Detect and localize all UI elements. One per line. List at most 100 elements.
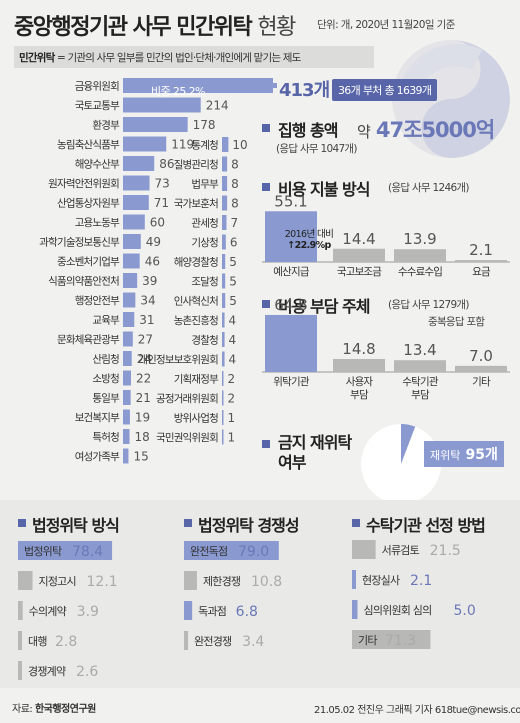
agency-label: 질병관리청 xyxy=(174,159,218,171)
hbar-label: 대행 xyxy=(28,635,47,648)
agency-value: 46 xyxy=(145,255,160,269)
agency-bar xyxy=(123,175,150,191)
top-bar-extension xyxy=(273,83,277,88)
hbar xyxy=(184,541,279,560)
agency-value: 4 xyxy=(229,353,237,367)
hbar xyxy=(352,540,376,559)
hbar xyxy=(352,630,431,649)
agency-label: 교육부 xyxy=(92,315,120,327)
hbar-label: 완전독점 xyxy=(190,545,227,558)
definition-box: 민간위탁 = 기관의 사무 일부를 민간의 법인·단체·개인에게 맡기는 제도 xyxy=(14,46,374,68)
hbar-value: 6.8 xyxy=(236,604,258,620)
competition-heading: 법정위탁 경쟁성 xyxy=(198,516,300,535)
resubcontract-label: 재위탁 xyxy=(430,449,461,462)
hbar-value: 3.4 xyxy=(242,634,264,650)
vbar-value: 55.1 xyxy=(274,192,307,210)
vbar-value: 14.4 xyxy=(342,230,375,248)
expenditure-heading: 비용 지불 방식 xyxy=(278,180,370,199)
agency-value: 15 xyxy=(133,450,148,464)
agency-bar xyxy=(222,429,224,445)
agency-value: 60 xyxy=(150,216,165,230)
agency-value: 21 xyxy=(136,391,151,405)
execution-note: (응답 사무 1047개) xyxy=(276,143,357,155)
execution-amount-prefix: 약 xyxy=(357,123,371,141)
agency-label: 개인정보보호위원회 xyxy=(138,353,218,366)
vbar-value: 13.9 xyxy=(403,230,436,248)
hbar-value: 21.5 xyxy=(430,543,461,559)
legal-method-heading: 법정위탁 방식 xyxy=(32,516,120,535)
agency-bar xyxy=(123,156,155,171)
resubcontract-heading-line2: 여부 xyxy=(278,453,306,472)
agency-bar xyxy=(222,351,225,367)
burden-note2: 중복응답 포함 xyxy=(428,316,485,328)
execution-heading: 집행 총액 xyxy=(278,121,338,140)
resubcontract-heading-line1: 금지 재위탁 xyxy=(278,433,352,452)
source-note: 자료: 한국행정연구원 xyxy=(12,700,96,715)
agency-label: 문화체육관광부 xyxy=(57,334,120,346)
execution-amount-value: 47조5000억 xyxy=(375,118,495,142)
agency-bar xyxy=(222,332,225,347)
agency-value: 18 xyxy=(135,430,150,444)
vbar-label: 국고보조금 xyxy=(337,266,382,278)
hbar xyxy=(184,601,193,620)
government-emblem-icon xyxy=(392,40,510,158)
vbar-value: 7.0 xyxy=(469,347,493,365)
agency-value: 2 xyxy=(228,392,236,406)
hbar-value: 2.1 xyxy=(410,573,432,589)
vbar-value: 2.1 xyxy=(469,241,493,259)
hbar-label: 완전경쟁 xyxy=(194,635,231,648)
agency-label: 특허청 xyxy=(92,432,119,444)
share-label: 비중 25.2% xyxy=(151,85,205,98)
agency-value: 4 xyxy=(229,314,237,328)
hbar xyxy=(352,570,356,589)
agency-label: 법무부 xyxy=(191,179,219,191)
hbar-value: 3.9 xyxy=(77,604,99,620)
agency-bar xyxy=(123,370,131,386)
agency-bar xyxy=(123,97,201,113)
agency-value: 6 xyxy=(230,236,238,250)
agency-label: 금융위원회 xyxy=(75,80,119,93)
vbar-label: 수수료수입 xyxy=(398,265,442,278)
section-marker xyxy=(262,124,270,132)
selection-heading: 수탁기관 선정 방법 xyxy=(366,516,486,535)
agency-bar xyxy=(123,409,130,425)
hbar-label: 법정위탁 xyxy=(24,545,62,558)
agency-label: 관세청 xyxy=(191,218,218,230)
hbar-value: 71.3 xyxy=(385,633,416,649)
agency-value: 73 xyxy=(155,177,170,191)
vbar xyxy=(394,360,446,372)
agency-label: 식품의약품안전처 xyxy=(48,276,119,288)
agency-bar xyxy=(123,117,188,132)
hbar-value: 78.4 xyxy=(72,544,103,560)
agency-bar xyxy=(123,331,133,347)
hbar xyxy=(184,571,197,590)
agency-label: 조달청 xyxy=(191,276,218,288)
agency-bar xyxy=(123,253,140,269)
agency-bar xyxy=(222,137,229,152)
agency-value: 49 xyxy=(146,235,161,249)
agency-value: 22 xyxy=(136,372,151,386)
vbar-label: 위탁기관 xyxy=(273,375,310,388)
agency-value: 5 xyxy=(229,275,237,289)
agency-label: 방위사업청 xyxy=(174,412,218,425)
top-value-label: 413개 xyxy=(279,80,330,101)
vbar-label: 부담 xyxy=(411,389,430,401)
agency-label: 농림축산식품부 xyxy=(57,139,120,151)
vbar-label: 예산지급 xyxy=(273,265,310,278)
agency-bar xyxy=(123,312,135,327)
hbar-value: 2.8 xyxy=(55,634,77,650)
vbar xyxy=(333,358,385,372)
agency-value: 1 xyxy=(228,411,236,425)
agency-bar xyxy=(123,292,136,308)
agency-label: 기획재정부 xyxy=(174,374,219,386)
vbar-label: 요금 xyxy=(472,266,491,278)
expenditure-note: (응답 사무 1246개) xyxy=(388,182,469,194)
section-marker xyxy=(352,519,360,527)
agency-label: 행정안전부 xyxy=(75,295,120,307)
agency-bar xyxy=(123,214,145,230)
vbar-label: 수탁기관 xyxy=(402,376,439,388)
agency-value: 5 xyxy=(229,294,237,308)
agency-bar xyxy=(222,293,226,308)
